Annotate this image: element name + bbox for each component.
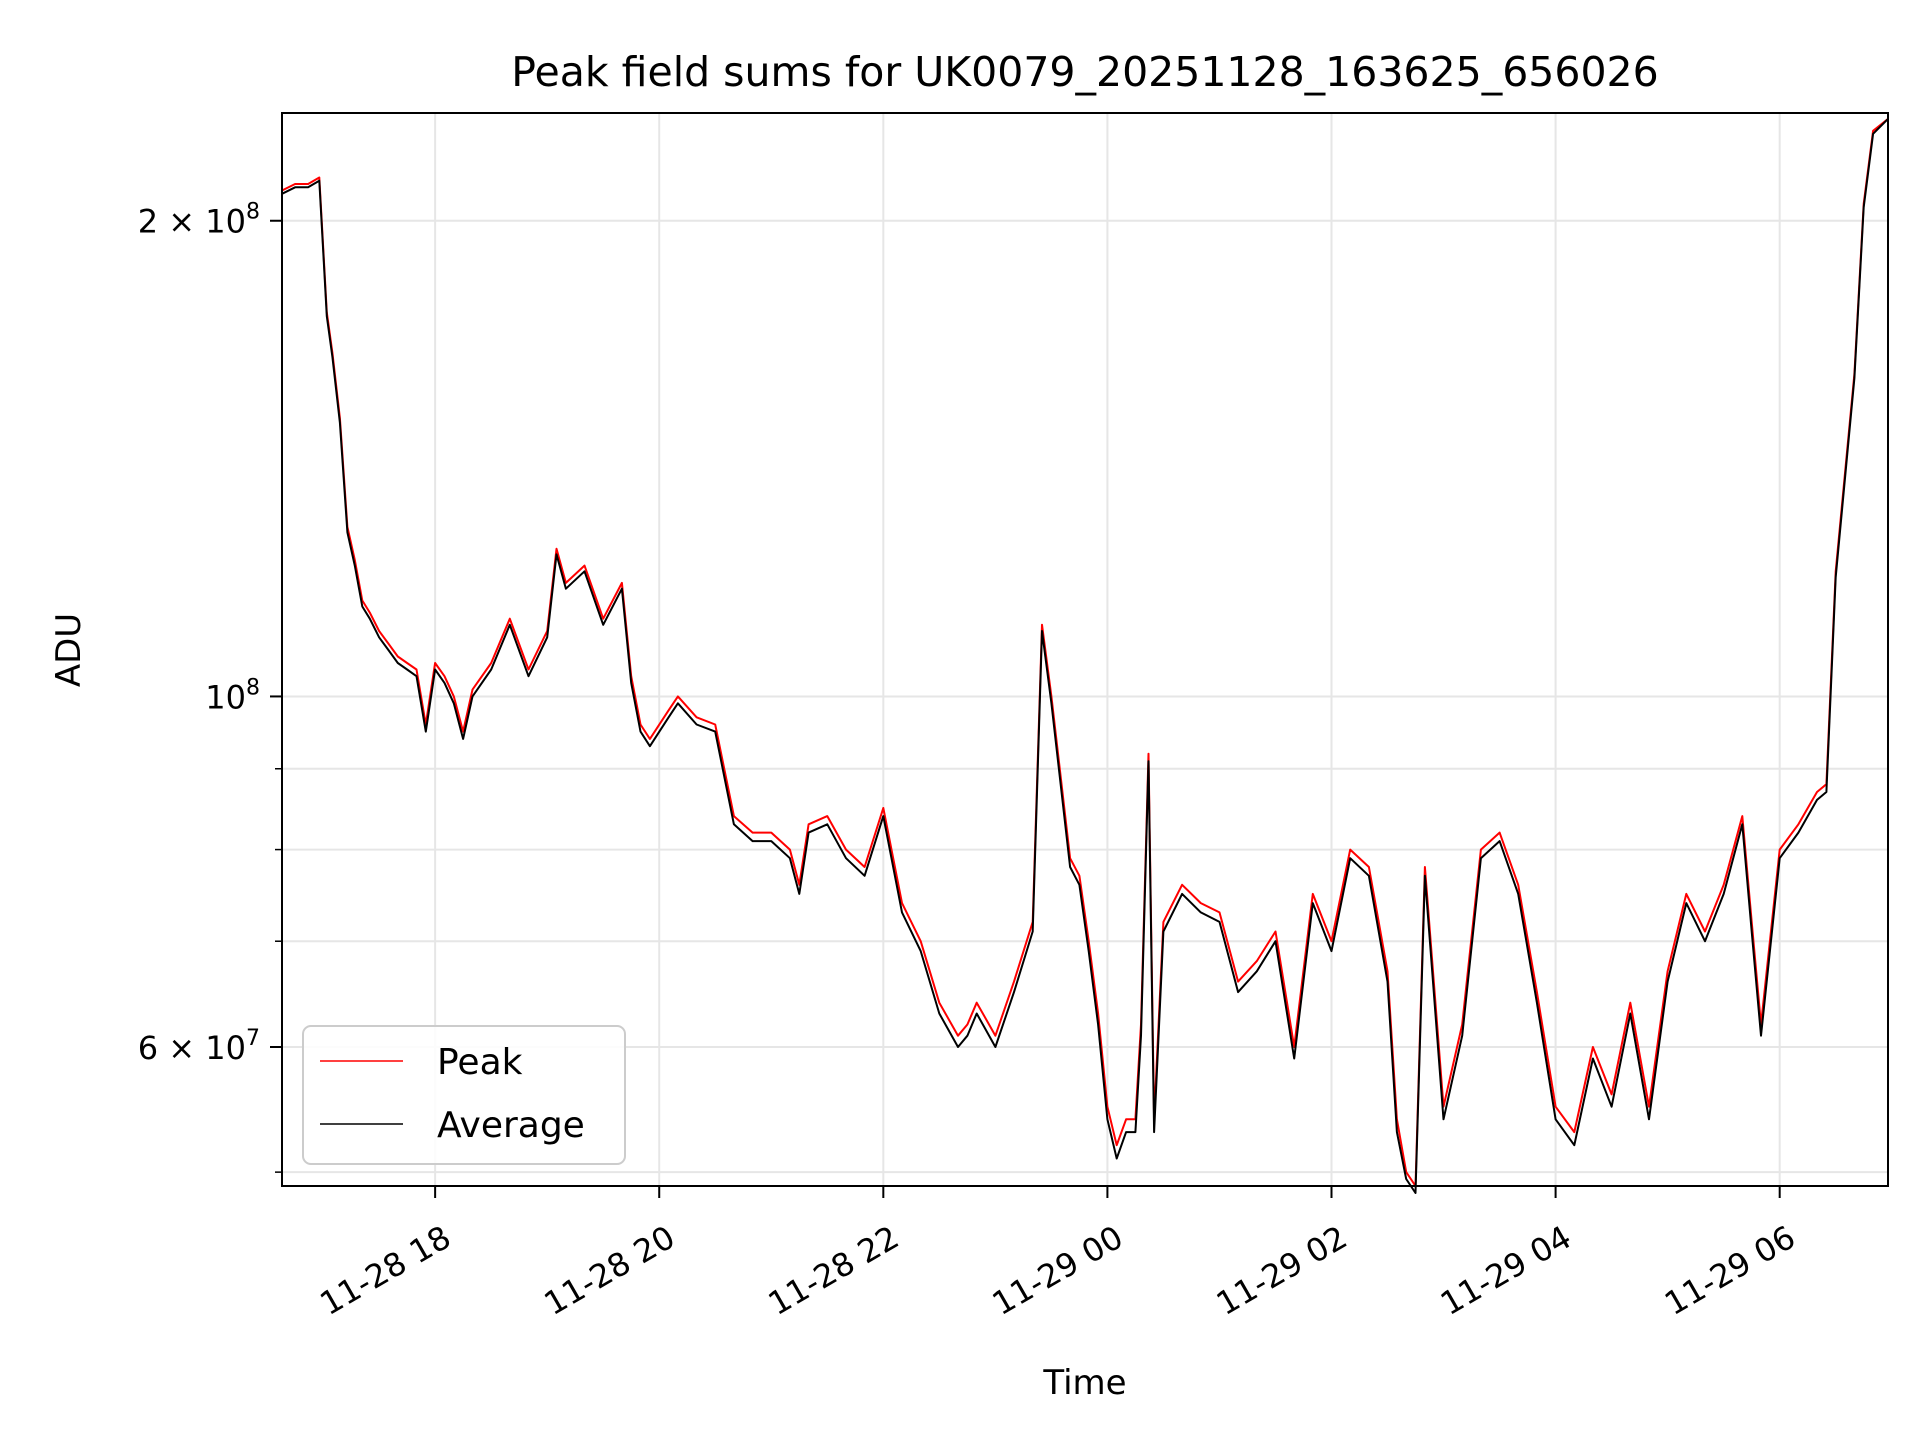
series-line-peak xyxy=(281,118,1889,1187)
y-tick-label: 2 × 108 xyxy=(138,200,260,241)
legend-label-average: Average xyxy=(437,1105,585,1146)
y-axis-label: ADU xyxy=(49,613,89,687)
y-tick-label-base: 2 × 10 xyxy=(138,203,246,241)
legend: Peak Average xyxy=(302,1025,626,1165)
y-tick-label-exponent: 7 xyxy=(246,1026,260,1051)
plot-frame xyxy=(281,112,1889,1187)
chart-title: Peak field sums for UK0079_20251128_1636… xyxy=(511,48,1658,96)
legend-label-peak: Peak xyxy=(437,1042,523,1083)
series-line-average xyxy=(281,118,1889,1194)
y-tick-label-base: 10 xyxy=(205,678,246,716)
y-tick-label: 108 xyxy=(205,675,260,716)
plot-lines xyxy=(281,118,1889,1194)
y-tick-label-exponent: 8 xyxy=(246,675,260,700)
y-tick-label-base: 6 × 10 xyxy=(138,1029,246,1067)
y-tick-label-exponent: 8 xyxy=(246,200,260,225)
y-tick-label: 6 × 107 xyxy=(138,1026,260,1067)
x-axis-label: Time xyxy=(1042,1363,1126,1403)
